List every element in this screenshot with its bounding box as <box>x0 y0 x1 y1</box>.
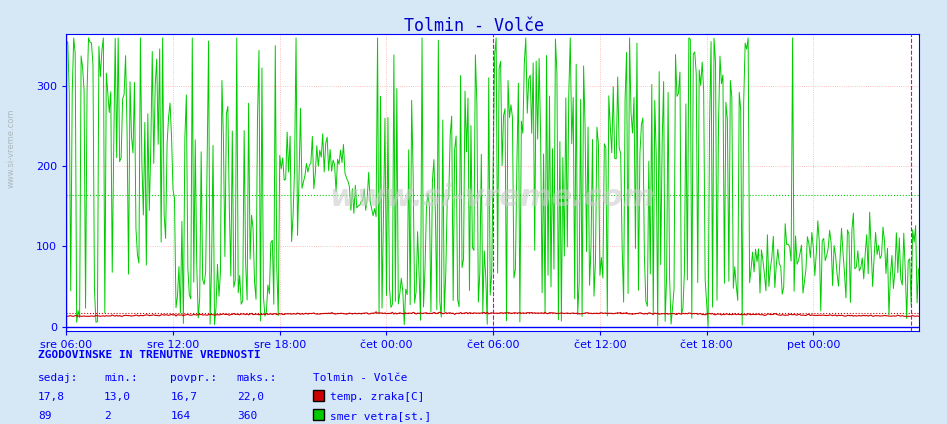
Text: temp. zraka[C]: temp. zraka[C] <box>330 392 424 402</box>
Text: 164: 164 <box>170 411 190 421</box>
Text: 2: 2 <box>104 411 111 421</box>
Text: sedaj:: sedaj: <box>38 373 79 383</box>
Text: 13,0: 13,0 <box>104 392 132 402</box>
Text: 17,8: 17,8 <box>38 392 65 402</box>
Text: min.:: min.: <box>104 373 138 383</box>
Text: maks.:: maks.: <box>237 373 277 383</box>
Text: Tolmin - Volče: Tolmin - Volče <box>313 373 407 383</box>
Text: smer vetra[st.]: smer vetra[st.] <box>330 411 431 421</box>
Text: 16,7: 16,7 <box>170 392 198 402</box>
Text: 89: 89 <box>38 411 51 421</box>
Text: www.si-vreme.com: www.si-vreme.com <box>7 109 16 188</box>
Text: povpr.:: povpr.: <box>170 373 218 383</box>
Text: www.si-vreme.com: www.si-vreme.com <box>330 183 655 212</box>
Text: Tolmin - Volče: Tolmin - Volče <box>403 17 544 35</box>
Text: ZGODOVINSKE IN TRENUTNE VREDNOSTI: ZGODOVINSKE IN TRENUTNE VREDNOSTI <box>38 350 260 360</box>
Text: 22,0: 22,0 <box>237 392 264 402</box>
Text: 360: 360 <box>237 411 257 421</box>
